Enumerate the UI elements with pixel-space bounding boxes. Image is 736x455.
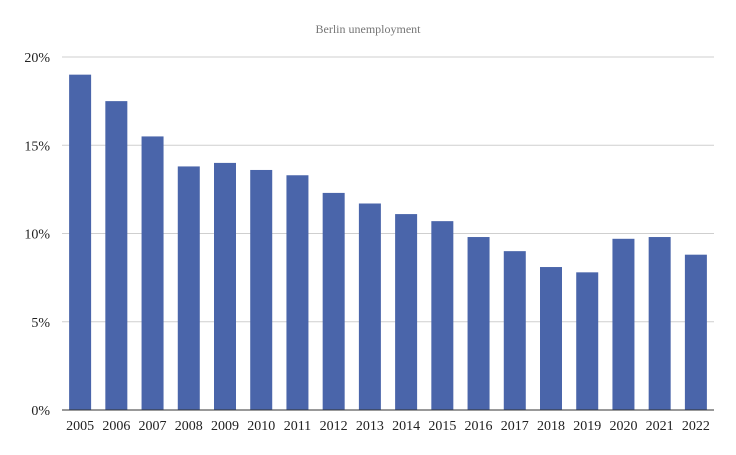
gridlines [62, 56, 714, 323]
bar-2019 [576, 272, 599, 410]
bar-2012 [322, 192, 345, 410]
y-axis-ticks: 0% 5% 10% 15% 20% [24, 51, 50, 419]
bar-2016 [467, 237, 490, 410]
bar-2011 [286, 175, 309, 410]
x-tick-label: 2008 [175, 419, 203, 434]
bars [69, 74, 707, 411]
x-tick-label: 2007 [139, 419, 167, 434]
x-tick-label: 2005 [66, 419, 94, 434]
x-tick-label: 2022 [682, 419, 710, 434]
y-tick-label: 20% [24, 51, 50, 66]
x-tick-label: 2015 [428, 419, 456, 434]
bar-2014 [395, 214, 418, 410]
x-tick-label: 2014 [392, 419, 420, 434]
x-tick-label: 2016 [465, 419, 493, 434]
y-tick-label: 5% [31, 316, 50, 331]
x-tick-label: 2009 [211, 419, 239, 434]
bar-2005 [69, 74, 92, 411]
x-axis-ticks: 2005 2006 2007 2008 2009 2010 2011 2012 2013 2014… [66, 419, 710, 434]
bar-2018 [540, 267, 562, 410]
x-tick-label: 2013 [356, 419, 384, 434]
x-tick-label: 2018 [537, 419, 565, 434]
bar-2020 [612, 238, 635, 410]
x-tick-label: 2017 [501, 419, 529, 434]
y-tick-label: 15% [24, 139, 50, 154]
x-tick-label: 2019 [573, 419, 601, 434]
bar-2017 [503, 251, 526, 410]
bar-2008 [177, 166, 200, 410]
x-tick-label: 2011 [284, 419, 311, 434]
bar-2007 [141, 136, 164, 411]
chart-title: Berlin unemployment [316, 22, 422, 36]
bar-2022 [684, 254, 707, 410]
bar-2013 [358, 203, 381, 410]
bar-2010 [250, 169, 273, 410]
x-tick-label: 2020 [609, 419, 637, 434]
x-tick-label: 2010 [247, 419, 275, 434]
x-tick-label: 2021 [646, 419, 674, 434]
bar-2015 [431, 221, 454, 410]
bar-2021 [648, 237, 671, 410]
y-tick-label: 10% [24, 228, 50, 243]
bar-2009 [214, 162, 236, 410]
y-tick-label: 0% [31, 404, 50, 419]
x-tick-label: 2012 [320, 419, 348, 434]
bar-2006 [105, 101, 128, 410]
x-tick-label: 2006 [102, 419, 130, 434]
